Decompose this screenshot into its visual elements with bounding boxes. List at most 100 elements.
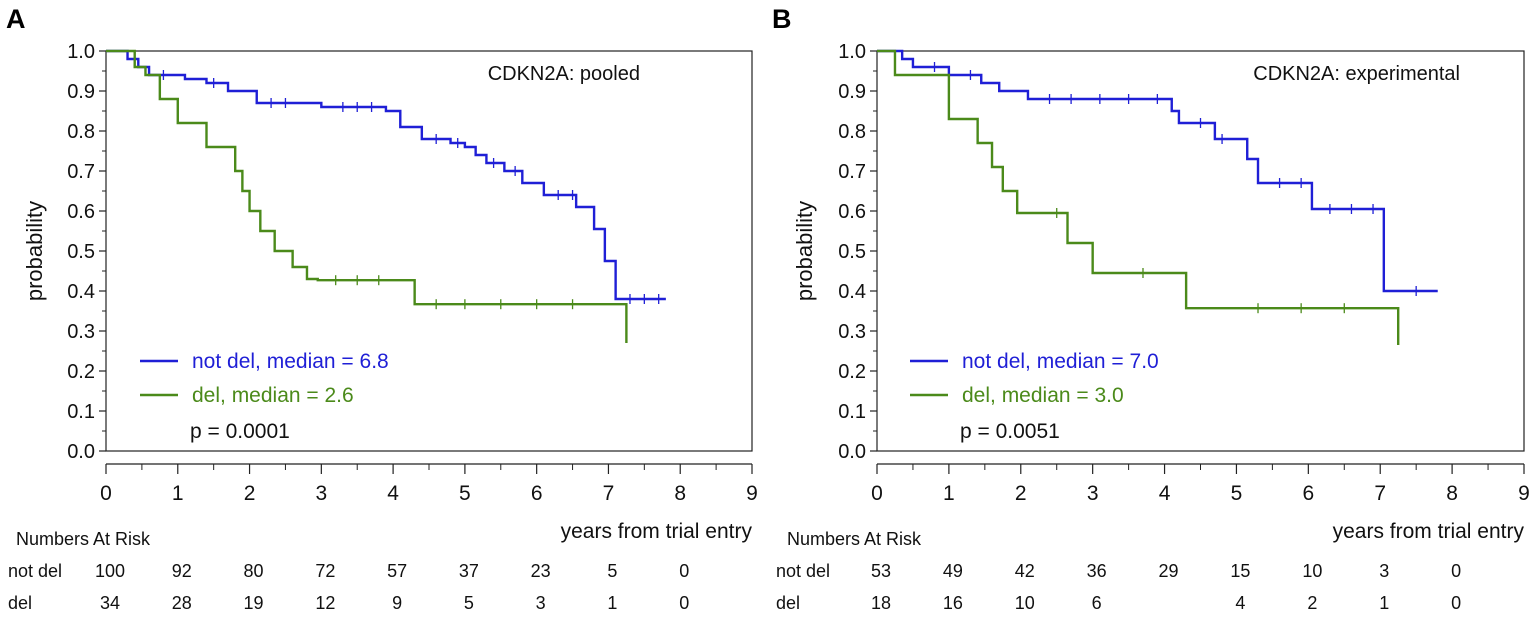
- at-risk-count: 16: [943, 593, 963, 613]
- y-tick-label: 0.0: [838, 441, 866, 463]
- y-tick-label: 0.6: [67, 201, 95, 223]
- at-risk-row-label: not del: [776, 561, 830, 581]
- at-risk-count: 5: [607, 561, 617, 581]
- y-tick-label: 0.9: [67, 81, 95, 103]
- x-tick-label: 2: [244, 482, 256, 505]
- x-tick-label: 9: [1518, 482, 1530, 505]
- at-risk-count: 3: [536, 593, 546, 613]
- x-tick-label: 1: [943, 482, 955, 505]
- x-axis-label: years from trial entry: [561, 520, 753, 543]
- at-risk-count: 4: [1235, 593, 1245, 613]
- at-risk-count: 57: [387, 561, 407, 581]
- y-tick-label: 1.0: [67, 41, 95, 63]
- at-risk-count: 19: [244, 593, 264, 613]
- panel-a: A0.00.10.20.30.40.50.60.70.80.91.00 1 2 3 4 5…: [6, 4, 758, 613]
- at-risk-count: 1: [1379, 593, 1389, 613]
- panel-b: B 0.0 0.1 0.2 0.3 0.4 0.5 0.6 0.7 0.8 0.9 1.0 0 1 2 3 4 5…: [772, 4, 1530, 613]
- km-curve-del: [106, 49, 628, 343]
- at-risk-count: 0: [679, 561, 689, 581]
- y-tick-label: 0.5: [67, 241, 95, 263]
- y-tick-label: 0.7: [67, 161, 95, 183]
- y-tick-label: 0.3: [67, 321, 95, 343]
- at-risk-row-label: del: [776, 593, 800, 613]
- x-tick-label: 3: [315, 482, 327, 505]
- at-risk-count: 23: [531, 561, 551, 581]
- km-curve-not-del: [877, 49, 1438, 293]
- x-tick-label: 3: [1087, 482, 1099, 505]
- at-risk-count: 15: [1230, 561, 1250, 581]
- x-tick-label: 6: [1302, 482, 1314, 505]
- chart-title: CDKN2A: experimental: [1253, 63, 1460, 85]
- at-risk-count: 3: [1379, 561, 1389, 581]
- at-risk-count: 29: [1159, 561, 1179, 581]
- y-tick-label: 0.0: [67, 441, 95, 463]
- x-tick-label: 8: [674, 482, 686, 505]
- y-axis-label: probability: [22, 201, 47, 301]
- km-curve-del: [877, 49, 1400, 345]
- at-risk-count: 2: [1307, 593, 1317, 613]
- y-tick-label: 0.8: [67, 121, 95, 143]
- x-tick-label: 6: [531, 482, 543, 505]
- x-tick-label: 4: [387, 482, 399, 505]
- panel-letter: A: [6, 4, 26, 34]
- x-tick-label: 2: [1015, 482, 1027, 505]
- x-tick-label: 0: [871, 482, 883, 505]
- at-risk-count: 42: [1015, 561, 1035, 581]
- at-risk-count: 0: [1451, 561, 1461, 581]
- y-tick-label: 0.9: [838, 81, 866, 103]
- x-tick-label: 5: [1231, 482, 1243, 505]
- y-tick-label: 0.1: [67, 401, 95, 423]
- at-risk-count: 100: [95, 561, 125, 581]
- at-risk-count: 37: [459, 561, 479, 581]
- at-risk-count: 72: [315, 561, 335, 581]
- y-axis-label: probability: [792, 201, 817, 301]
- at-risk-count: 34: [100, 593, 120, 613]
- x-tick-label: 5: [459, 482, 471, 505]
- y-tick-label: 0.2: [67, 361, 95, 383]
- x-tick-label: 0: [100, 482, 112, 505]
- legend-label-del: del, median = 3.0: [962, 384, 1124, 407]
- y-tick-label: 0.5: [838, 241, 866, 263]
- x-tick-label: 1: [172, 482, 184, 505]
- at-risk-count: 12: [315, 593, 335, 613]
- y-tick-label: 0.4: [67, 281, 95, 303]
- at-risk-row-label: not del: [8, 561, 62, 581]
- at-risk-row-label: del: [8, 593, 32, 613]
- panel-letter: B: [772, 4, 792, 34]
- at-risk-count: 6: [1092, 593, 1102, 613]
- at-risk-count: 10: [1015, 593, 1035, 613]
- legend-label-not-del: not del, median = 6.8: [192, 350, 389, 373]
- at-risk-count: 36: [1087, 561, 1107, 581]
- at-risk-count: 49: [943, 561, 963, 581]
- at-risk-count: 53: [871, 561, 891, 581]
- y-tick-label: 0.6: [838, 201, 866, 223]
- x-tick-label: 8: [1446, 482, 1458, 505]
- p-value: p = 0.0051: [960, 420, 1060, 443]
- at-risk-count: 28: [172, 593, 192, 613]
- x-tick-label: 7: [1374, 482, 1386, 505]
- x-axis-label: years from trial entry: [1333, 520, 1525, 543]
- at-risk-count: 10: [1302, 561, 1322, 581]
- y-tick-label: 0.2: [838, 361, 866, 383]
- at-risk-title: Numbers At Risk: [16, 529, 151, 549]
- y-tick-label: 0.8: [838, 121, 866, 143]
- at-risk-count: 1: [607, 593, 617, 613]
- p-value: p = 0.0001: [190, 420, 290, 443]
- at-risk-count: 9: [392, 593, 402, 613]
- at-risk-count: 0: [1451, 593, 1461, 613]
- x-tick-label: 9: [746, 482, 758, 505]
- at-risk-count: 80: [244, 561, 264, 581]
- y-tick-label: 0.1: [838, 401, 866, 423]
- y-tick-label: 1.0: [838, 41, 866, 63]
- km-curve-not-del: [106, 49, 666, 301]
- chart-title: CDKN2A: pooled: [488, 63, 640, 85]
- legend-label-del: del, median = 2.6: [192, 384, 354, 407]
- y-tick-label: 0.4: [838, 281, 866, 303]
- at-risk-title: Numbers At Risk: [787, 529, 922, 549]
- legend-label-not-del: not del, median = 7.0: [962, 350, 1159, 373]
- y-tick-label: 0.7: [838, 161, 866, 183]
- at-risk-count: 0: [679, 593, 689, 613]
- at-risk-count: 92: [172, 561, 192, 581]
- at-risk-count: 5: [464, 593, 474, 613]
